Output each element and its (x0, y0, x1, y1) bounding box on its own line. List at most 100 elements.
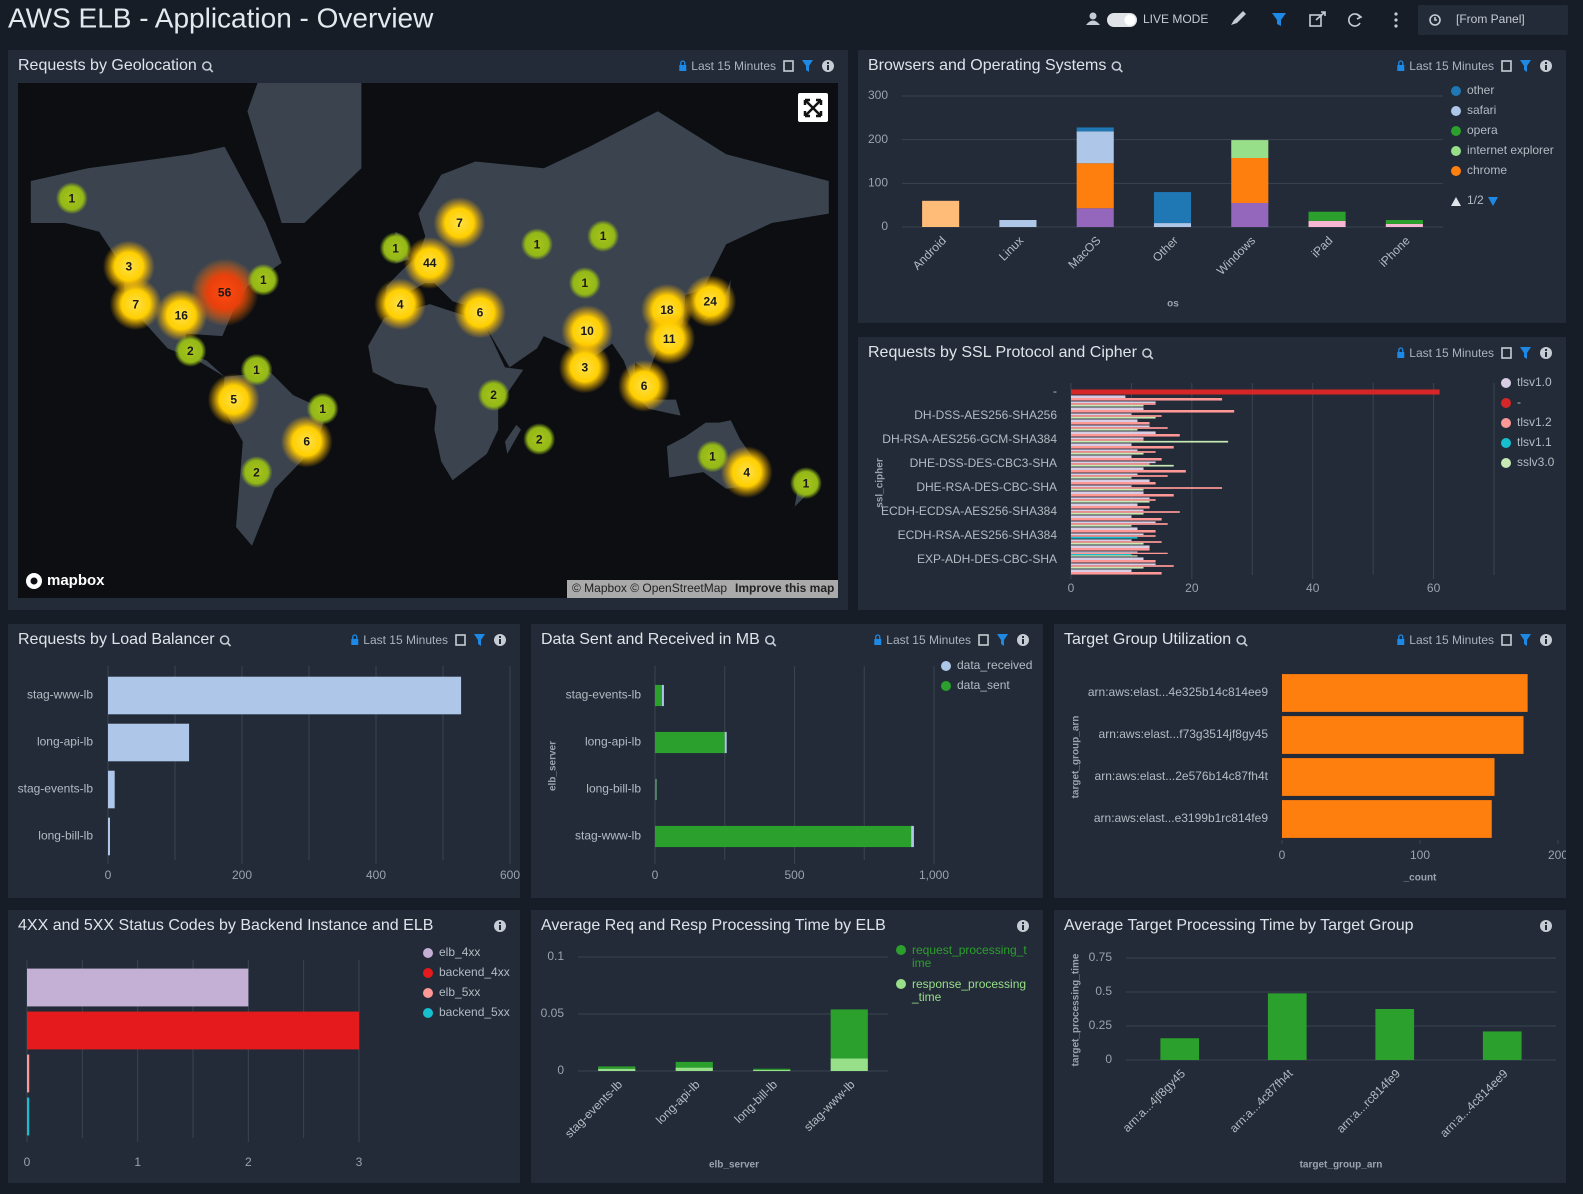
cluster[interactable] (374, 278, 427, 331)
info-icon[interactable] (1540, 634, 1552, 646)
legend-swatch[interactable] (941, 681, 951, 691)
cluster[interactable] (558, 341, 611, 394)
time-filter[interactable]: [From Panel] (1418, 5, 1568, 35)
zoom-icon[interactable] (1142, 348, 1154, 360)
more-icon[interactable] (1394, 12, 1398, 28)
legend-label[interactable]: safari (1467, 103, 1496, 117)
legend-label[interactable]: elb_4xx (439, 945, 480, 959)
filter-icon[interactable] (802, 60, 813, 72)
legend-label[interactable]: backend_5xx (439, 1005, 510, 1019)
legend-swatch[interactable] (1451, 126, 1461, 136)
cluster[interactable] (174, 334, 207, 367)
cluster[interactable] (240, 456, 273, 489)
legend-swatch[interactable] (1451, 146, 1461, 156)
legend-label[interactable]: backend_4xx (439, 965, 510, 979)
legend-next[interactable] (1488, 197, 1498, 206)
cluster[interactable] (720, 446, 773, 499)
copy-icon[interactable] (1501, 60, 1512, 72)
legend-swatch[interactable] (1501, 438, 1511, 448)
share-icon[interactable] (1309, 11, 1326, 27)
legend-swatch[interactable] (423, 968, 433, 978)
legend-label[interactable]: tlsv1.2 (1517, 415, 1552, 429)
cluster[interactable] (433, 196, 486, 249)
legend-swatch[interactable] (1451, 86, 1461, 96)
copy-icon[interactable] (783, 60, 794, 72)
cluster[interactable] (207, 373, 260, 426)
legend-swatch[interactable] (423, 1008, 433, 1018)
zoom-icon[interactable] (201, 61, 214, 73)
live-mode-toggle[interactable] (1107, 13, 1137, 27)
info-icon[interactable] (1540, 920, 1552, 932)
cluster[interactable] (190, 258, 259, 327)
user-icon[interactable] (1086, 12, 1100, 26)
legend-swatch[interactable] (1451, 166, 1461, 176)
cluster[interactable] (643, 312, 696, 365)
legend-label[interactable]: tlsv1.1 (1517, 435, 1552, 449)
cluster[interactable] (379, 232, 412, 265)
attribution[interactable]: © Mapbox © OpenStreetMap (572, 581, 727, 595)
cluster[interactable] (247, 263, 280, 296)
legend-label[interactable]: other (1467, 83, 1494, 97)
legend-item[interactable]: request_processing_time (896, 944, 1028, 970)
cluster[interactable] (684, 275, 737, 328)
edit-icon[interactable] (1231, 11, 1246, 25)
cluster[interactable] (403, 236, 456, 289)
improve-map-link[interactable]: Improve this map (735, 581, 834, 595)
info-icon[interactable] (822, 60, 834, 72)
info-icon[interactable] (494, 920, 506, 932)
legend-label[interactable]: data_sent (957, 678, 1010, 692)
legend-label[interactable]: sslv3.0 (1517, 455, 1555, 469)
cluster[interactable] (618, 359, 671, 412)
cluster[interactable] (568, 267, 601, 300)
copy-icon[interactable] (1501, 634, 1512, 646)
legend-prev[interactable] (1451, 197, 1461, 206)
cluster[interactable] (306, 392, 339, 425)
filter-icon[interactable] (1520, 634, 1531, 646)
legend-label[interactable]: - (1517, 395, 1521, 409)
legend-swatch[interactable] (1501, 458, 1511, 468)
zoom-icon[interactable] (1111, 61, 1123, 73)
cluster[interactable] (523, 423, 556, 456)
copy-icon[interactable] (1501, 347, 1512, 359)
legend-swatch[interactable] (1501, 418, 1511, 428)
cluster[interactable] (520, 228, 553, 261)
legend-label[interactable]: internet explorer (1467, 143, 1554, 157)
info-icon[interactable] (1017, 920, 1029, 932)
legend-item[interactable]: response_processing_time (896, 978, 1028, 1004)
zoom-icon[interactable] (219, 635, 232, 647)
cluster[interactable] (109, 278, 162, 331)
filter-icon[interactable] (997, 634, 1008, 646)
legend-swatch[interactable] (423, 988, 433, 998)
legend-swatch[interactable] (1501, 378, 1511, 388)
legend-label[interactable]: data_received (957, 658, 1032, 672)
fullscreen-button[interactable] (798, 93, 828, 122)
legend-label[interactable]: chrome (1467, 163, 1507, 177)
info-icon[interactable] (1017, 634, 1029, 646)
cluster[interactable] (280, 415, 333, 468)
info-icon[interactable] (1540, 60, 1552, 72)
legend-swatch[interactable] (941, 661, 951, 671)
cluster[interactable] (696, 440, 729, 473)
copy-icon[interactable] (455, 634, 466, 646)
legend-swatch[interactable] (423, 948, 433, 958)
cluster[interactable] (790, 467, 822, 500)
legend-swatch[interactable] (1501, 398, 1511, 408)
cluster[interactable] (453, 286, 506, 339)
copy-icon[interactable] (978, 634, 989, 646)
zoom-icon[interactable] (764, 635, 777, 647)
filter-icon[interactable] (474, 634, 485, 646)
filter-icon[interactable] (1520, 347, 1531, 359)
cluster[interactable] (587, 220, 620, 253)
filter-icon[interactable] (1520, 60, 1531, 72)
refresh-icon[interactable] (1348, 13, 1363, 27)
info-icon[interactable] (494, 634, 506, 646)
info-icon[interactable] (1540, 347, 1552, 359)
legend-label[interactable]: elb_5xx (439, 985, 480, 999)
legend-label[interactable]: tlsv1.0 (1517, 375, 1552, 389)
filter-icon[interactable] (1272, 13, 1286, 26)
cluster[interactable] (477, 379, 510, 411)
legend-swatch[interactable] (1451, 106, 1461, 116)
legend-label[interactable]: opera (1467, 123, 1498, 137)
zoom-icon[interactable] (1236, 635, 1248, 647)
cluster[interactable] (240, 353, 273, 386)
